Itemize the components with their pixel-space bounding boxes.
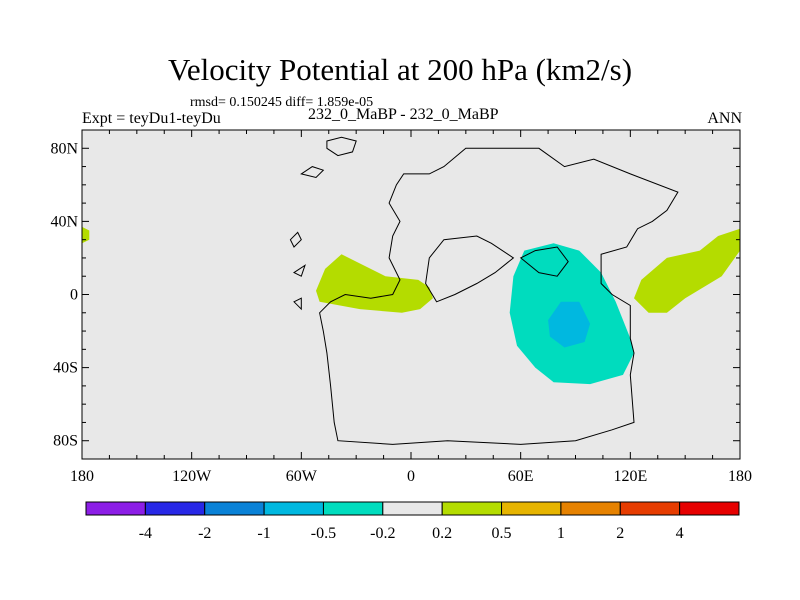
x-tick-label: 180 [70, 468, 94, 485]
colorbar-segment [441, 501, 503, 516]
x-tick-label: 60E [508, 468, 534, 485]
colorbar-label: 0.5 [492, 525, 512, 542]
continent-outline [519, 246, 569, 277]
colorbar-label: 0.2 [432, 525, 452, 542]
season-label: ANN [707, 110, 742, 127]
continent-outline [326, 136, 357, 157]
colorbar-segment [204, 501, 265, 516]
colorbar-label: 1 [557, 525, 565, 542]
colorbar-segment [619, 501, 681, 516]
colorbar-segment [85, 501, 146, 516]
colorbar-segment [144, 501, 206, 516]
colorbar-segment [679, 501, 740, 516]
negative-anomaly-indian-ocean-core [548, 301, 591, 348]
colorbar-label: -2 [198, 525, 211, 542]
colorbar-label: -1 [257, 525, 270, 542]
x-tick-label: 60W [286, 468, 318, 485]
positive-anomaly-west-pacific [634, 228, 740, 313]
y-tick-label: 80N [50, 140, 78, 157]
colorbar-segment [382, 501, 443, 516]
continent-outline [293, 297, 302, 311]
chart-title: Velocity Potential at 200 hPa (km2/s) [167, 52, 633, 87]
continent-outline [425, 235, 515, 303]
y-tick-label: 40S [53, 360, 78, 377]
y-tick-label: 40N [50, 213, 78, 230]
colorbar-label: -0.2 [370, 525, 395, 542]
case-label: 232_0_MaBP - 232_0_MaBP [308, 106, 499, 123]
positive-anomaly-west-atlantic [316, 254, 433, 313]
colorbar-label: 2 [616, 525, 624, 542]
colorbar-label: 4 [676, 525, 684, 542]
y-tick-label: 80S [53, 433, 78, 450]
continent-outline [292, 264, 306, 277]
colorbar-segment [560, 501, 621, 516]
y-tick-label: 0 [70, 287, 78, 304]
continent-outline [289, 231, 302, 248]
colorbar-segment [322, 501, 384, 516]
x-tick-label: 120E [613, 468, 647, 485]
continent-outline [319, 147, 679, 445]
colorbar-segment [263, 501, 324, 516]
x-tick-label: 120W [172, 468, 212, 485]
continent-outline [300, 166, 325, 179]
experiment-label: Expt = teyDu1-teyDu [82, 110, 221, 127]
colorbar-segment [501, 501, 562, 516]
x-tick-label: 180 [728, 468, 752, 485]
colorbar-label: -0.5 [311, 525, 336, 542]
colorbar-label: -4 [139, 525, 152, 542]
x-tick-label: 0 [407, 468, 415, 485]
stats-line: rmsd= 0.150245 diff= 1.859e-05 [190, 95, 374, 110]
